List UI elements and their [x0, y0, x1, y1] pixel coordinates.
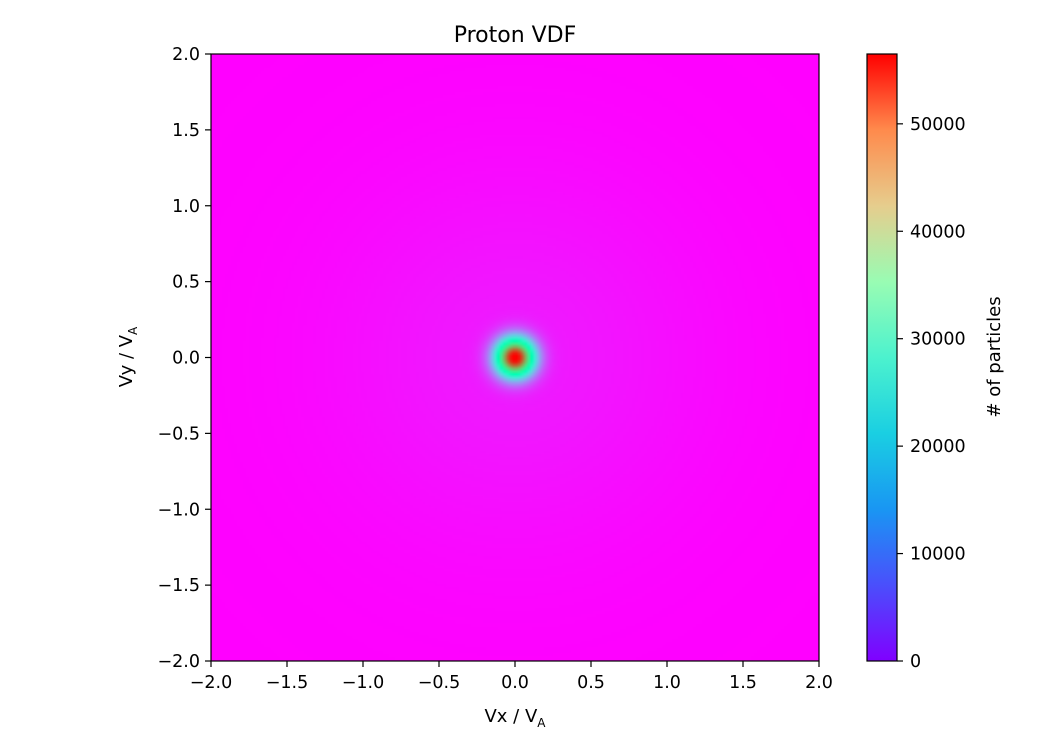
- x-axis-ticks: −2.0 −1.5 −1.0 −0.5 0.0 0.5 1.0 1.5 2.0: [190, 661, 833, 693]
- chart-title: Proton VDF: [454, 23, 577, 48]
- y-tick-label: −0.5: [158, 424, 201, 444]
- colorbar: 0 10000 20000 30000 40000 50000 # of particle…: [866, 53, 1005, 672]
- colorbar-tick-label: 30000: [910, 330, 966, 350]
- x-tick-label: 2.0: [805, 673, 833, 693]
- x-tick-label: −2.0: [190, 673, 233, 693]
- heatmap-image: [211, 54, 819, 661]
- y-axis-label: Vy / VA: [116, 326, 140, 387]
- x-tick-label: −1.5: [266, 673, 309, 693]
- y-axis-label-subscript: A: [126, 326, 140, 335]
- x-axis-label: Vx / VA: [484, 706, 546, 730]
- colorbar-ticks: 0 10000 20000 30000 40000 50000: [897, 115, 966, 672]
- x-axis-label-main: Vx / V: [484, 706, 537, 727]
- colorbar-tick-label: 10000: [910, 545, 966, 565]
- x-tick-label: −1.0: [342, 673, 385, 693]
- y-tick-label: 1.5: [172, 121, 200, 141]
- y-tick-label: 2.0: [172, 45, 200, 65]
- colorbar-gradient: [867, 54, 897, 661]
- colorbar-tick-label: 40000: [910, 222, 966, 242]
- y-axis-label-main: Vy / V: [116, 334, 137, 387]
- y-tick-label: 1.0: [172, 197, 200, 217]
- y-tick-label: −1.5: [158, 576, 201, 596]
- y-axis-ticks: −2.0 −1.5 −1.0 −0.5 0.0 0.5 1.0 1.5 2.0: [158, 45, 211, 672]
- x-tick-label: 0.5: [577, 673, 605, 693]
- colorbar-frame: [866, 53, 898, 662]
- plot-area: [210, 53, 820, 662]
- x-tick-label: −0.5: [418, 673, 461, 693]
- colorbar-label: # of particles: [984, 296, 1005, 417]
- y-tick-label: 0.5: [172, 273, 200, 293]
- x-tick-label: 1.0: [653, 673, 681, 693]
- y-tick-label: −2.0: [158, 652, 201, 672]
- x-tick-label: 0.0: [501, 673, 529, 693]
- x-axis-label-subscript: A: [537, 716, 546, 730]
- x-tick-label: 1.5: [729, 673, 757, 693]
- y-tick-label: −1.0: [158, 500, 201, 520]
- colorbar-tick-label: 50000: [910, 115, 966, 135]
- y-tick-label: 0.0: [172, 349, 200, 369]
- colorbar-tick-label: 20000: [910, 437, 966, 457]
- colorbar-tick-label: 0: [910, 652, 921, 672]
